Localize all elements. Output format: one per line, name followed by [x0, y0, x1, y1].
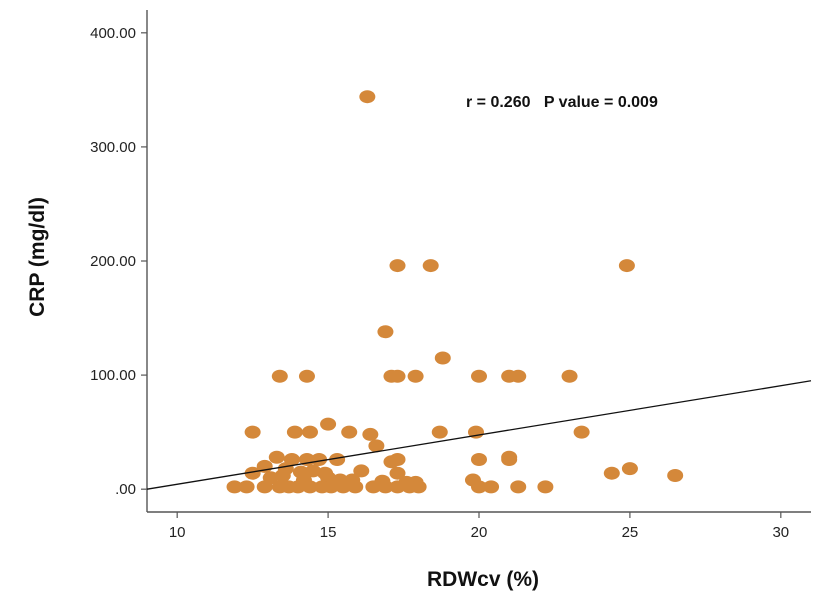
x-tick-label: 10: [169, 524, 186, 541]
data-point: [359, 90, 376, 104]
data-point: [573, 425, 590, 439]
x-tick-label: 30: [772, 524, 789, 541]
data-point: [323, 480, 340, 494]
y-tick-label: 200.00: [90, 253, 136, 270]
data-point: [537, 480, 554, 494]
data-point: [483, 480, 500, 494]
data-points: [226, 90, 684, 494]
y-tick-label: .00: [115, 481, 136, 498]
data-point: [271, 369, 288, 383]
data-point: [301, 480, 318, 494]
y-axis: .00 100.00 200.00 300.00 400.00: [90, 10, 148, 512]
data-point: [335, 480, 352, 494]
data-point: [362, 427, 379, 441]
data-point: [389, 369, 406, 383]
fit-line-group: [146, 380, 812, 490]
correlation-annotation: r = 0.260 P value = 0.009: [466, 94, 658, 111]
fit-line: [146, 380, 812, 490]
data-point: [365, 480, 382, 494]
data-point: [603, 466, 620, 480]
data-point: [389, 466, 406, 480]
data-point: [286, 425, 303, 439]
data-point: [422, 259, 439, 273]
data-point: [471, 369, 487, 383]
data-point: [510, 369, 527, 383]
x-tick-label: 15: [320, 524, 337, 541]
x-tick-label: 25: [622, 524, 639, 541]
data-point: [353, 464, 370, 478]
x-axis: 10 15 20 25 30: [147, 511, 811, 541]
y-tick-label: 100.00: [90, 367, 136, 384]
data-point: [407, 369, 424, 383]
data-point: [389, 453, 406, 467]
data-point: [305, 464, 321, 478]
data-point: [621, 462, 638, 476]
data-point: [238, 480, 255, 494]
x-tick-label: 20: [471, 524, 488, 541]
data-point: [431, 425, 448, 439]
data-point: [501, 453, 518, 467]
data-point: [471, 480, 487, 494]
data-point: [561, 369, 578, 383]
data-point: [377, 325, 394, 339]
data-point: [298, 369, 315, 383]
data-point: [311, 453, 328, 467]
data-point: [389, 480, 406, 494]
data-point: [244, 466, 261, 480]
data-point: [289, 480, 306, 494]
data-point: [329, 453, 346, 467]
data-point: [410, 480, 427, 494]
data-point: [274, 468, 291, 482]
data-point: [471, 453, 487, 467]
data-point: [341, 425, 358, 439]
data-point: [510, 480, 527, 494]
y-tick-label: 400.00: [90, 25, 136, 42]
data-point: [618, 259, 635, 273]
y-axis-title: CRP (mg/dl): [26, 197, 49, 317]
data-point: [434, 351, 451, 365]
data-point: [320, 417, 337, 431]
data-point: [347, 480, 364, 494]
data-point: [256, 480, 273, 494]
y-tick-label: 300.00: [90, 139, 136, 156]
x-axis-title: RDWcv (%): [427, 568, 539, 591]
data-point: [226, 480, 243, 494]
data-point: [268, 450, 285, 464]
data-point: [368, 439, 385, 453]
data-point: [389, 259, 406, 273]
data-point: [667, 468, 684, 482]
data-point: [377, 480, 394, 494]
data-point: [301, 425, 318, 439]
data-point: [244, 425, 261, 439]
